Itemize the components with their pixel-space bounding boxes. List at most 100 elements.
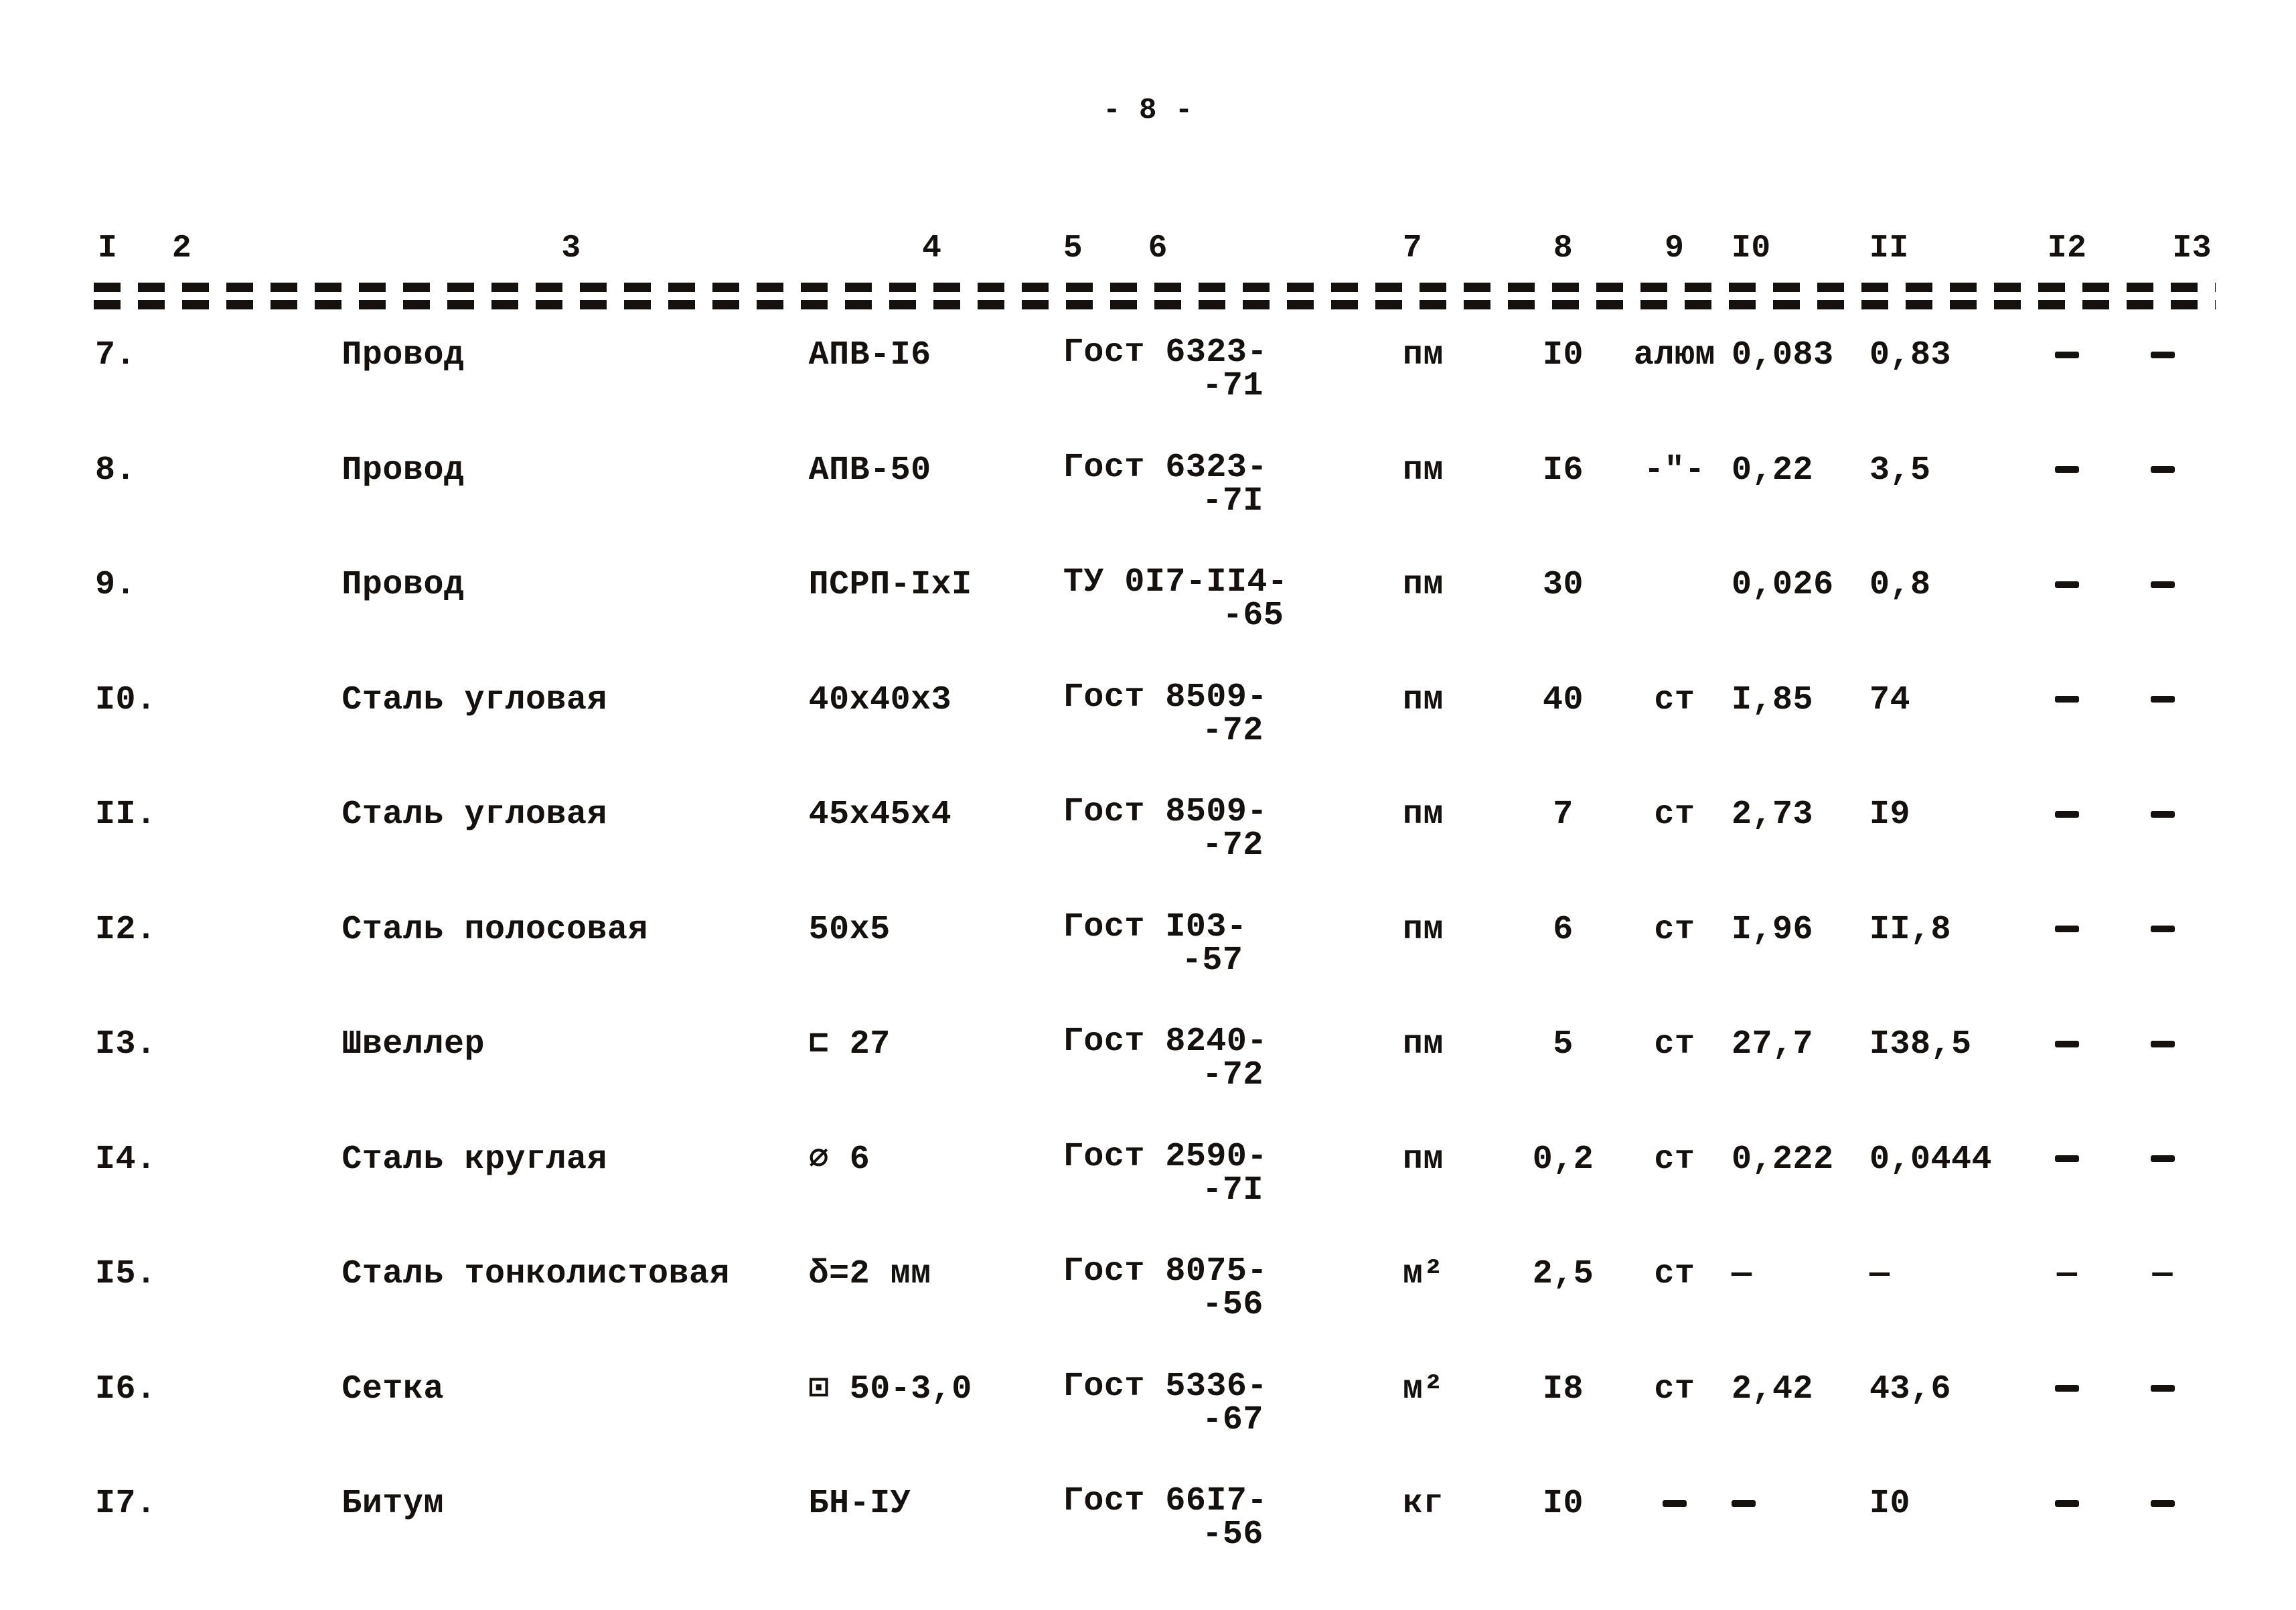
material-name: Битум xyxy=(337,1462,804,1577)
standard: Гост 5336--67 xyxy=(1059,1347,1399,1463)
table-header: I 2 3 4 5 6 7 8 9 I0 II I2 I3 xyxy=(94,221,2216,279)
col11-value: 43,6 xyxy=(1865,1347,2025,1463)
material-spec: ПСРП-IxI xyxy=(805,543,1059,658)
col-10-header: I0 xyxy=(1728,221,1865,279)
col12-value xyxy=(2025,1347,2110,1463)
col9-value: -"- xyxy=(1622,429,1728,544)
row-number: I4. xyxy=(94,1118,337,1233)
scanned-page: - 8 - I 2 3 4 5 6 7 xyxy=(0,0,2296,1610)
material-spec: АПВ-I6 xyxy=(805,313,1059,429)
std-line1: Гост 5336- xyxy=(1063,1368,1268,1406)
material-name: Провод xyxy=(337,429,804,544)
col8-value: 30 xyxy=(1505,543,1621,658)
standard: ТУ 0I7-II4--65 xyxy=(1059,543,1399,658)
material-name: Сетка xyxy=(337,1347,804,1463)
std-line2: -72 xyxy=(1063,1059,1268,1092)
col-4-header: 4 xyxy=(805,221,1059,279)
col-2-header: 2 xyxy=(168,221,338,279)
col9-value: ст xyxy=(1622,773,1728,888)
standard: Гост I03--57 xyxy=(1059,888,1399,1003)
col-12-header: I2 xyxy=(2025,221,2110,279)
col-1-header: I xyxy=(94,221,168,279)
standard: Гост 2590--7I xyxy=(1059,1118,1399,1233)
material-name: Провод xyxy=(337,313,804,429)
col13-value xyxy=(2109,773,2216,888)
table-row: I0. Сталь угловая 40х40х3 Гост 8509--72 … xyxy=(94,658,2216,774)
col10-value: 2,73 xyxy=(1728,773,1865,888)
col8-value: I6 xyxy=(1505,429,1621,544)
material-spec: 40х40х3 xyxy=(805,658,1059,774)
row-number: 8. xyxy=(94,429,337,544)
col8-value: I8 xyxy=(1505,1347,1621,1463)
col-11-header: II xyxy=(1865,221,2025,279)
col-9-header: 9 xyxy=(1622,221,1728,279)
std-line2: -7I xyxy=(1063,485,1268,518)
unit: пм xyxy=(1399,543,1505,658)
unit: м² xyxy=(1399,1347,1505,1463)
material-name: Сталь угловая xyxy=(337,658,804,774)
col13-value: — xyxy=(2109,1232,2216,1347)
row-number: II. xyxy=(94,773,337,888)
row-number: I5. xyxy=(94,1232,337,1347)
col11-value: 3,5 xyxy=(1865,429,2025,544)
col11-value: 0,8 xyxy=(1865,543,2025,658)
std-line1: Гост I03- xyxy=(1063,908,1247,946)
col11-value: I9 xyxy=(1865,773,2025,888)
col12-value xyxy=(2025,1003,2110,1118)
row-number: I7. xyxy=(94,1462,337,1577)
col8-value: 0,2 xyxy=(1505,1118,1621,1233)
unit: м² xyxy=(1399,1232,1505,1347)
std-line1: Гост 8240- xyxy=(1063,1023,1268,1061)
material-name: Швеллер xyxy=(337,1003,804,1118)
page-number: - 8 - xyxy=(1103,94,1193,127)
table-body: 7. Провод АПВ-I6 Гост 6323--71 пм I0 алю… xyxy=(94,313,2216,1577)
col-3-header: 3 xyxy=(337,221,804,279)
col-8-header: 8 xyxy=(1505,221,1621,279)
col9-value: ст xyxy=(1622,1003,1728,1118)
std-line1: Гост 6323- xyxy=(1063,334,1268,372)
col12-value xyxy=(2025,313,2110,429)
col-13-header: I3 xyxy=(2109,221,2216,279)
col9-value: ст xyxy=(1622,1118,1728,1233)
col8-value: 7 xyxy=(1505,773,1621,888)
col12-value xyxy=(2025,1118,2110,1233)
col-6-header: 6 xyxy=(1144,221,1399,279)
col13-value xyxy=(2109,313,2216,429)
std-line1: Гост 66I7- xyxy=(1063,1482,1268,1520)
col11-value: — xyxy=(1865,1232,2025,1347)
std-line2: -72 xyxy=(1063,715,1268,748)
col13-value xyxy=(2109,1347,2216,1463)
col11-value: I0 xyxy=(1865,1462,2025,1577)
col-7-header: 7 xyxy=(1399,221,1505,279)
col12-value xyxy=(2025,1462,2110,1577)
std-line2: -67 xyxy=(1063,1404,1268,1437)
material-spec: ⌀ 6 xyxy=(805,1118,1059,1233)
unit: пм xyxy=(1399,1003,1505,1118)
col8-value: 6 xyxy=(1505,888,1621,1003)
col13-value xyxy=(2109,1118,2216,1233)
standard: Гост 8509--72 xyxy=(1059,773,1399,888)
table-row: I4. Сталь круглая ⌀ 6 Гост 2590--7I пм 0… xyxy=(94,1118,2216,1233)
material-spec: ⊡ 50-3,0 xyxy=(805,1347,1059,1463)
col8-value: I0 xyxy=(1505,313,1621,429)
row-number: I3. xyxy=(94,1003,337,1118)
materials-table-area: I 2 3 4 5 6 7 8 9 I0 II I2 I3 xyxy=(94,221,2216,1577)
std-line2: -56 xyxy=(1063,1289,1268,1322)
col9-value: ст xyxy=(1622,888,1728,1003)
col10-value: I,96 xyxy=(1728,888,1865,1003)
col13-value xyxy=(2109,1462,2216,1577)
col13-value xyxy=(2109,1003,2216,1118)
row-number: 7. xyxy=(94,313,337,429)
col8-value: 2,5 xyxy=(1505,1232,1621,1347)
standard: Гост 6323--7I xyxy=(1059,429,1399,544)
col10-value: 27,7 xyxy=(1728,1003,1865,1118)
material-spec: 45х45х4 xyxy=(805,773,1059,888)
col8-value: I0 xyxy=(1505,1462,1621,1577)
col8-value: 5 xyxy=(1505,1003,1621,1118)
materials-table: I 2 3 4 5 6 7 8 9 I0 II I2 I3 xyxy=(94,221,2216,1577)
row-number: 9. xyxy=(94,543,337,658)
std-line2: -72 xyxy=(1063,829,1268,863)
standard: Гост 8075--56 xyxy=(1059,1232,1399,1347)
col11-value: 0,83 xyxy=(1865,313,2025,429)
col-5-header: 5 xyxy=(1059,221,1144,279)
